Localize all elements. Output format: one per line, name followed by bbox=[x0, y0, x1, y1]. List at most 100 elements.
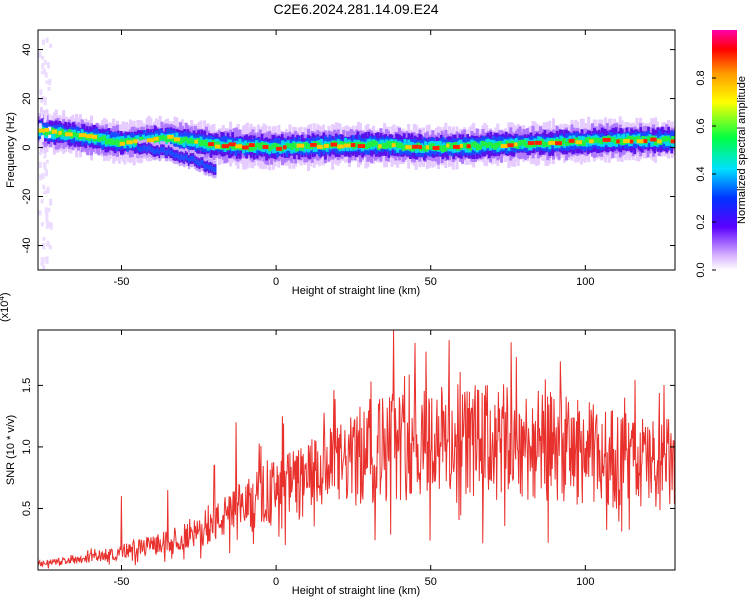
spectrogram-cell bbox=[381, 142, 386, 149]
spectrogram-cell bbox=[255, 142, 260, 148]
spectrogram-cell bbox=[438, 145, 443, 151]
spectrogram-cell bbox=[39, 151, 43, 156]
spectrogram-cell bbox=[337, 144, 344, 149]
spectrogram-cell bbox=[285, 143, 290, 148]
spectrogram-cell bbox=[186, 139, 191, 144]
x-tick-label: 0 bbox=[273, 276, 279, 288]
spectrogram-cell bbox=[155, 148, 158, 154]
spectrogram-cell bbox=[594, 137, 599, 143]
spectrogram-cell bbox=[184, 153, 188, 160]
spectrogram-cell bbox=[40, 111, 44, 119]
spectrogram-cell bbox=[38, 210, 42, 216]
spectrogram-cell bbox=[58, 130, 62, 135]
snr-frame bbox=[37, 329, 676, 571]
spectrogram-cell bbox=[39, 141, 43, 147]
spectrogram-cell bbox=[119, 141, 125, 146]
spectrogram-cell bbox=[45, 169, 49, 177]
spectrogram-cell bbox=[60, 128, 64, 135]
spectrogram-cell bbox=[158, 149, 161, 156]
spectrogram-cell bbox=[47, 62, 51, 69]
spectrogram-cell bbox=[40, 70, 44, 75]
spectrogram-cell bbox=[300, 146, 304, 151]
spectrogram-cell bbox=[599, 139, 604, 145]
spectrogram-cell bbox=[42, 237, 46, 241]
spectrogram-cell bbox=[634, 136, 638, 142]
spectrogram-cell bbox=[39, 89, 43, 96]
spectrogram-cell bbox=[197, 160, 200, 166]
spectrogram-cell bbox=[143, 145, 146, 151]
colorbar-tick-label: 0.0 bbox=[695, 262, 707, 277]
spectrogram-cell bbox=[154, 137, 158, 145]
spectrogram-cell bbox=[206, 163, 209, 169]
spectrogram-cell bbox=[42, 264, 46, 270]
spectrogram-cell bbox=[38, 123, 42, 129]
spectrogram-cell bbox=[178, 154, 181, 161]
spectrogram-cell bbox=[480, 140, 485, 147]
spectrogram-cell bbox=[52, 129, 56, 140]
spectrogram-cell bbox=[582, 140, 586, 146]
spectrogram-cell bbox=[233, 144, 238, 150]
spectrogram-cell bbox=[102, 135, 106, 141]
spectrogram-cell bbox=[354, 141, 359, 148]
spectrogram-cell bbox=[483, 141, 487, 147]
spectrogram-cell bbox=[592, 137, 596, 143]
spectrogram-cell bbox=[525, 138, 530, 147]
spectrogram-cell bbox=[196, 138, 200, 143]
spectrogram-cell bbox=[75, 132, 79, 138]
spectrogram-cell bbox=[505, 140, 510, 146]
spectrogram-cell bbox=[589, 139, 594, 144]
spectrogram-cell bbox=[203, 163, 206, 169]
spectrogram-cell bbox=[153, 136, 159, 141]
spectrogram-cell bbox=[522, 139, 527, 147]
spectrogram-cell bbox=[443, 145, 448, 152]
spectrogram-cell bbox=[452, 145, 461, 149]
spectrogram-cell bbox=[470, 142, 475, 147]
spectrogram-cell bbox=[418, 145, 422, 149]
spectrogram-cell bbox=[200, 159, 203, 166]
spectrogram-cell bbox=[250, 144, 255, 151]
spectrogram-cell bbox=[652, 138, 656, 146]
spectrogram-cell bbox=[384, 142, 389, 149]
spectrogram-cell bbox=[307, 144, 312, 149]
spectrogram-cell bbox=[609, 137, 614, 142]
spectrogram-cell bbox=[157, 147, 160, 154]
spectrogram-cell bbox=[339, 141, 344, 148]
spectrogram-cell bbox=[316, 144, 323, 149]
spectrogram-cell bbox=[38, 161, 42, 169]
spectrogram-cell bbox=[133, 139, 138, 144]
spectrogram-cell bbox=[441, 145, 445, 153]
y-tick-label: 0.5 bbox=[21, 501, 33, 516]
spectrogram-cell bbox=[172, 152, 175, 158]
snr-multiplier-base: (x10 bbox=[0, 301, 11, 322]
spectrogram-cell bbox=[146, 138, 155, 143]
spectrogram-cell bbox=[562, 137, 567, 145]
spectrogram-cell bbox=[292, 142, 297, 149]
spectrogram-y-label: Frequency (Hz) bbox=[5, 112, 17, 188]
spectrogram-cell bbox=[371, 140, 376, 147]
spectrogram-cell bbox=[661, 137, 666, 142]
spectrogram-cell bbox=[327, 143, 332, 149]
spectrogram-cell bbox=[43, 97, 47, 102]
spectrogram-cell bbox=[534, 140, 542, 145]
spectrogram-cell bbox=[44, 128, 50, 132]
spectrogram-x-label: Height of straight line (km) bbox=[292, 285, 420, 297]
spectrogram-cell bbox=[498, 141, 502, 147]
spectrogram-cell bbox=[532, 141, 537, 148]
spectrogram-cell bbox=[171, 137, 176, 143]
spectrogram-cell bbox=[478, 145, 483, 150]
snr-x-label: Height of straight line (km) bbox=[292, 585, 420, 597]
spectrogram-cell bbox=[296, 143, 305, 148]
spectrogram-cell bbox=[527, 143, 532, 148]
spectrogram-cell bbox=[568, 138, 575, 143]
spectrogram-cell bbox=[305, 142, 309, 149]
spectrogram-cell bbox=[174, 137, 181, 142]
spectrogram-cell bbox=[117, 140, 121, 147]
spectrogram-cell bbox=[463, 142, 468, 149]
spectrogram-cell bbox=[49, 43, 53, 48]
spectrogram-cell bbox=[48, 115, 52, 120]
spectrogram-cell bbox=[44, 113, 48, 120]
spectrogram-cell bbox=[295, 146, 299, 152]
spectrogram-cell bbox=[281, 140, 285, 152]
spectrogram-cell bbox=[85, 134, 94, 139]
spectrogram-cell bbox=[164, 149, 167, 156]
